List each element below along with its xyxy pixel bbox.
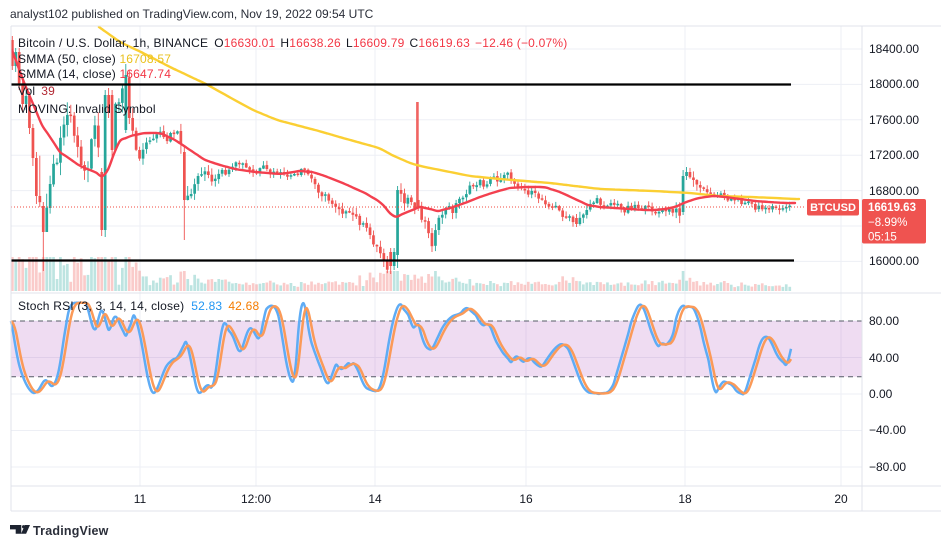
svg-text:20: 20	[834, 492, 848, 506]
svg-text:16800.00: 16800.00	[869, 184, 919, 198]
svg-text:18000.00: 18000.00	[869, 77, 919, 91]
svg-text:12:00: 12:00	[241, 492, 271, 506]
svg-text:18: 18	[678, 492, 692, 506]
svg-text:11: 11	[134, 492, 147, 506]
svg-text:−80.00: −80.00	[869, 460, 906, 474]
svg-text:16000.00: 16000.00	[869, 254, 919, 268]
svg-text:40.00: 40.00	[869, 351, 899, 365]
svg-text:05:15: 05:15	[868, 232, 897, 244]
svg-text:18400.00: 18400.00	[869, 42, 919, 56]
svg-text:BTCUSD: BTCUSD	[810, 202, 856, 214]
svg-text:17200.00: 17200.00	[869, 148, 919, 162]
svg-text:17600.00: 17600.00	[869, 113, 919, 127]
svg-text:0.00: 0.00	[869, 387, 893, 401]
svg-text:16619.63: 16619.63	[868, 202, 916, 214]
svg-text:−40.00: −40.00	[869, 423, 906, 437]
svg-text:−8.99%: −8.99%	[868, 217, 907, 229]
svg-text:80.00: 80.00	[869, 314, 899, 328]
svg-text:14: 14	[368, 492, 382, 506]
svg-text:16: 16	[519, 492, 533, 506]
